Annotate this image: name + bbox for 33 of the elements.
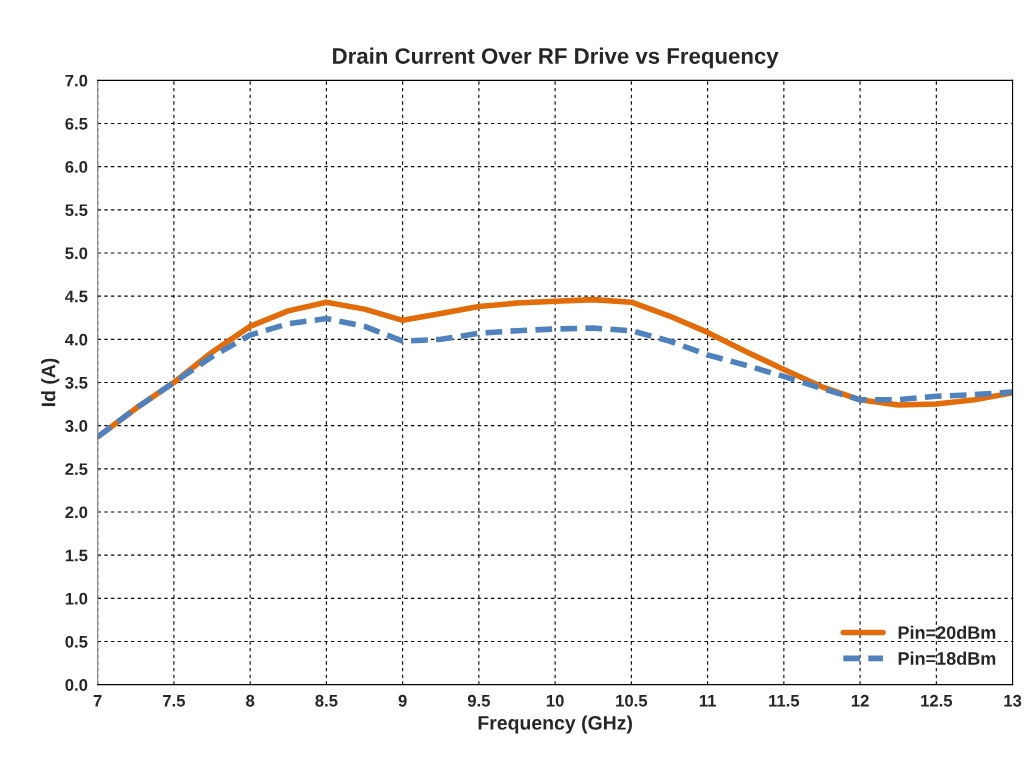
x-tick-label: 8.5 — [315, 694, 338, 707]
x-tick-label: 10.5 — [616, 694, 648, 707]
y-tick-label: 4.0 — [65, 333, 88, 346]
y-tick-label: 0.0 — [65, 679, 88, 691]
y-tick-label: 5.5 — [65, 204, 88, 217]
x-tick-label: 10 — [546, 694, 564, 707]
x-tick-label: 13 — [1004, 694, 1022, 707]
x-tick-label: 7.5 — [163, 695, 186, 707]
x-tick-label: 12 — [851, 694, 869, 707]
y-tick-label: 6.0 — [65, 161, 88, 173]
x-tick-label: 12.5 — [921, 694, 953, 707]
y-tick-label: 1.5 — [65, 549, 88, 562]
y-tick-label: 2.5 — [65, 463, 88, 476]
y-tick-label: 2.0 — [65, 506, 88, 519]
x-axis-title: Frequency (GHz) — [478, 715, 632, 734]
x-tick-label: 9 — [398, 694, 407, 707]
y-tick-label: 1.0 — [65, 592, 88, 605]
x-tick-label: 9.5 — [467, 694, 490, 707]
y-tick-label: 6.5 — [65, 117, 88, 130]
x-tick-label: 11 — [699, 695, 716, 707]
y-tick-label: 0.5 — [65, 635, 88, 648]
x-tick-label: 7 — [93, 695, 102, 707]
x-tick-label: 11.5 — [769, 695, 800, 707]
y-tick-label: 7.0 — [65, 74, 88, 87]
y-tick-label: 5.0 — [65, 247, 88, 260]
legend-label: Pin=20dBm — [898, 625, 996, 639]
legend-label: Pin=18dBm — [898, 651, 996, 665]
x-tick-label: 8 — [246, 694, 255, 707]
y-tick-label: 3.0 — [65, 420, 88, 432]
y-tick-label: 3.5 — [65, 376, 88, 389]
y-axis-title: Id (A) — [41, 358, 60, 407]
chart-title: Drain Current Over RF Drive vs Frequency — [333, 47, 779, 69]
y-tick-label: 4.5 — [65, 290, 88, 303]
